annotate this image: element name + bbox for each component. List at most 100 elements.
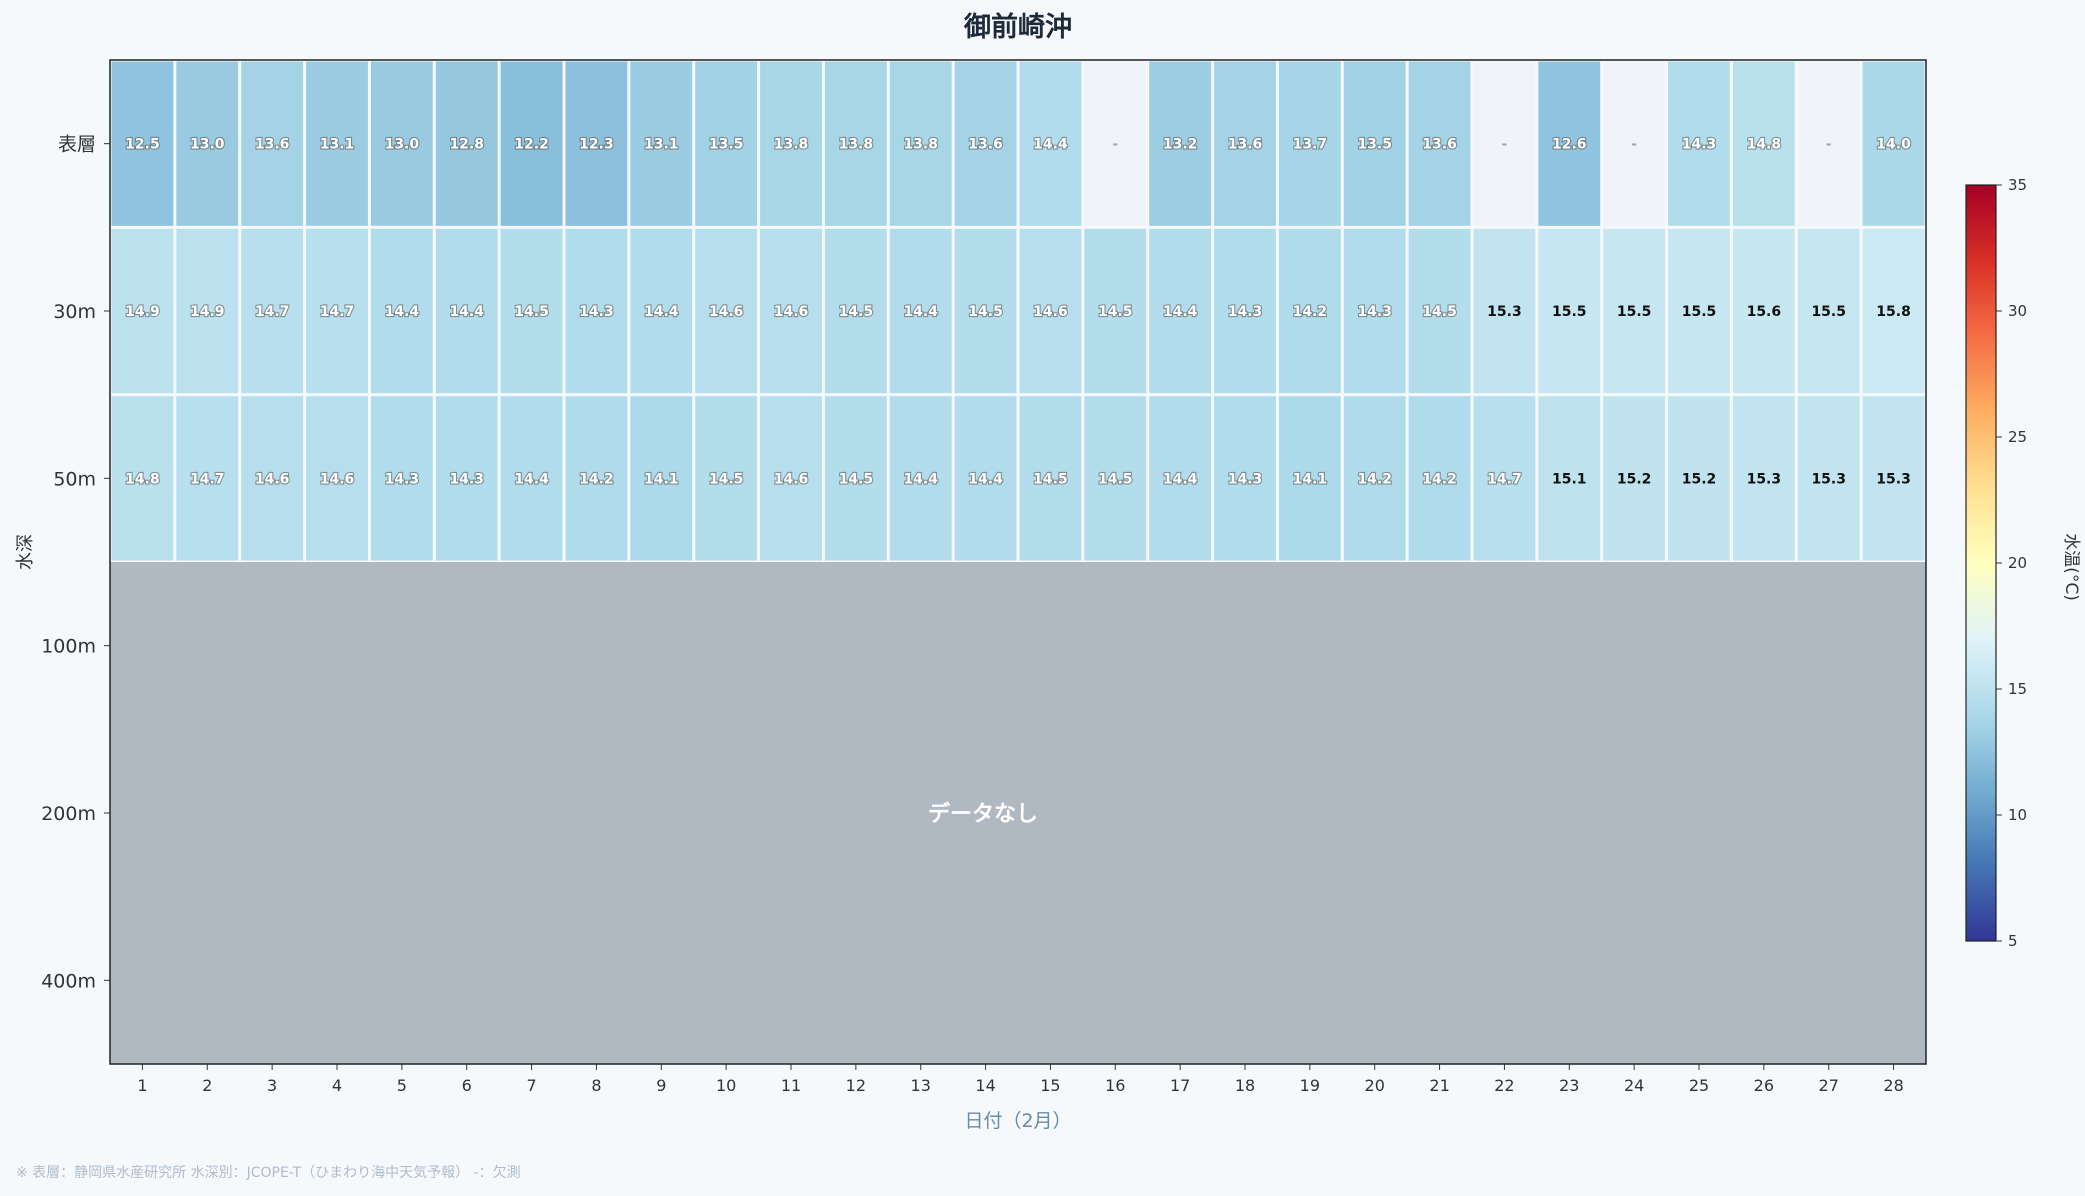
y-tick-label: 30m	[53, 301, 96, 323]
heatmap-cell	[435, 61, 498, 226]
heatmap-cell	[241, 396, 304, 561]
heatmap-cell	[1343, 228, 1406, 394]
heatmap-cell	[1473, 228, 1536, 394]
heatmap-cell	[760, 61, 822, 226]
heatmap-cell	[370, 396, 433, 561]
cell-label: 15.2	[1617, 471, 1652, 487]
colorbar-tick-label: 25	[2008, 428, 2027, 446]
no-data-label: データなし	[928, 801, 1038, 827]
heatmap-cell	[824, 396, 887, 561]
cell-label: 14.4	[903, 471, 938, 487]
cell-label: 14.3	[1228, 471, 1263, 487]
cell-label: 14.5	[839, 471, 874, 487]
cell-label: 14.4	[644, 304, 679, 320]
heatmap-cell	[370, 61, 433, 226]
heatmap-cell	[565, 396, 628, 561]
cell-label: 14.6	[709, 304, 744, 320]
cell-label: 15.5	[1682, 304, 1717, 320]
heatmap-cell	[695, 61, 758, 226]
heatmap-cell	[176, 228, 239, 394]
heatmap-cell	[1278, 396, 1341, 561]
heatmap-cell	[1149, 61, 1212, 226]
heatmap-cell	[824, 61, 887, 226]
heatmap-cell	[111, 61, 174, 226]
colorbar-tick-label: 35	[2008, 176, 2027, 194]
heatmap-cell	[1603, 228, 1666, 394]
heatmap-cell	[1149, 228, 1212, 394]
heatmap-cell	[435, 396, 498, 561]
heatmap-cell	[1149, 396, 1212, 561]
colorbar-tick-label: 5	[2008, 932, 2018, 950]
cell-label: -	[1826, 137, 1832, 153]
heatmap-cell	[1084, 61, 1147, 226]
heatmap-cell	[370, 228, 433, 394]
cell-label: 15.3	[1747, 471, 1782, 487]
heatmap-cell	[1019, 228, 1082, 394]
cell-label: 12.3	[579, 137, 614, 153]
heatmap-cell	[500, 61, 563, 226]
heatmap-cell	[1214, 228, 1276, 394]
cell-label: 14.5	[1098, 304, 1133, 320]
x-tick-label: 4	[332, 1076, 342, 1095]
heatmap-cell	[306, 396, 368, 561]
cell-label: 14.4	[1033, 137, 1068, 153]
cell-label: 14.4	[968, 471, 1003, 487]
chart-title: 御前崎沖	[963, 11, 1072, 43]
cell-label: 14.2	[1422, 471, 1457, 487]
cell-label: 14.4	[903, 304, 938, 320]
colorbar-tick-label: 30	[2008, 302, 2027, 320]
cell-label: 14.9	[125, 304, 160, 320]
cell-label: 13.6	[968, 137, 1003, 153]
x-tick-label: 16	[1105, 1076, 1125, 1095]
cell-label: 14.5	[1098, 471, 1133, 487]
heatmap-cell	[1278, 228, 1341, 394]
x-tick-label: 17	[1170, 1076, 1190, 1095]
cell-label: 14.5	[709, 471, 744, 487]
heatmap-cell	[889, 396, 952, 561]
heatmap-cell	[889, 228, 952, 394]
heatmap-cell	[1797, 61, 1860, 226]
heatmap-cell	[1732, 61, 1795, 226]
cell-label: 14.3	[449, 471, 484, 487]
heatmap-cell	[1797, 228, 1860, 394]
heatmap-cell	[1538, 61, 1601, 226]
cell-label: 14.3	[579, 304, 614, 320]
cell-label: 14.7	[1487, 471, 1522, 487]
cell-label: 14.6	[774, 471, 809, 487]
heatmap-cell	[1084, 396, 1147, 561]
heatmap-cell	[1603, 61, 1666, 226]
heatmap-cell	[1084, 228, 1147, 394]
cell-label: 14.7	[255, 304, 290, 320]
x-tick-label: 12	[846, 1076, 866, 1095]
cell-label: 14.6	[774, 304, 809, 320]
colorbar-tick-label: 20	[2008, 554, 2027, 572]
cell-label: 14.4	[449, 304, 484, 320]
cell-label: 13.2	[1163, 137, 1198, 153]
cell-label: 15.3	[1876, 471, 1911, 487]
heatmap-cell	[1538, 396, 1601, 561]
cell-label: 14.6	[320, 471, 355, 487]
x-tick-label: 14	[975, 1076, 995, 1095]
y-tick-label: 表層	[58, 134, 96, 156]
heatmap-cell	[1732, 396, 1795, 561]
cell-label: 14.4	[1163, 304, 1198, 320]
cell-label: 13.0	[385, 137, 420, 153]
heatmap-cell	[1408, 228, 1471, 394]
y-tick-label: 400m	[41, 970, 96, 992]
heatmap-cell	[565, 228, 628, 394]
cell-label: 14.6	[255, 471, 290, 487]
heatmap-cell	[176, 396, 239, 561]
cell-label: 15.5	[1552, 304, 1587, 320]
cell-label: 12.2	[514, 137, 549, 153]
heatmap-cell	[565, 61, 628, 226]
cell-label: 14.1	[1293, 471, 1328, 487]
cell-label: 14.5	[968, 304, 1003, 320]
cell-label: 14.3	[1682, 137, 1717, 153]
no-data-region	[110, 562, 1926, 1064]
cell-label: 14.5	[1033, 471, 1068, 487]
cell-label: 13.0	[190, 137, 225, 153]
heatmap-cell	[1408, 396, 1471, 561]
x-tick-label: 3	[267, 1076, 277, 1095]
x-tick-label: 5	[397, 1076, 407, 1095]
